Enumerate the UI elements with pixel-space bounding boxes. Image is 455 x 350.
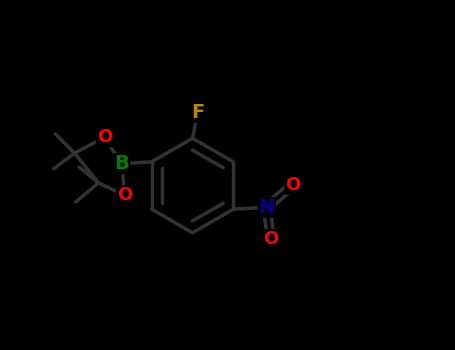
Text: O: O xyxy=(285,176,301,194)
Text: B: B xyxy=(115,154,129,173)
Text: F: F xyxy=(191,103,204,121)
Text: O: O xyxy=(117,186,132,204)
Text: O: O xyxy=(97,128,112,146)
Text: O: O xyxy=(263,230,278,248)
Text: N: N xyxy=(258,198,275,217)
